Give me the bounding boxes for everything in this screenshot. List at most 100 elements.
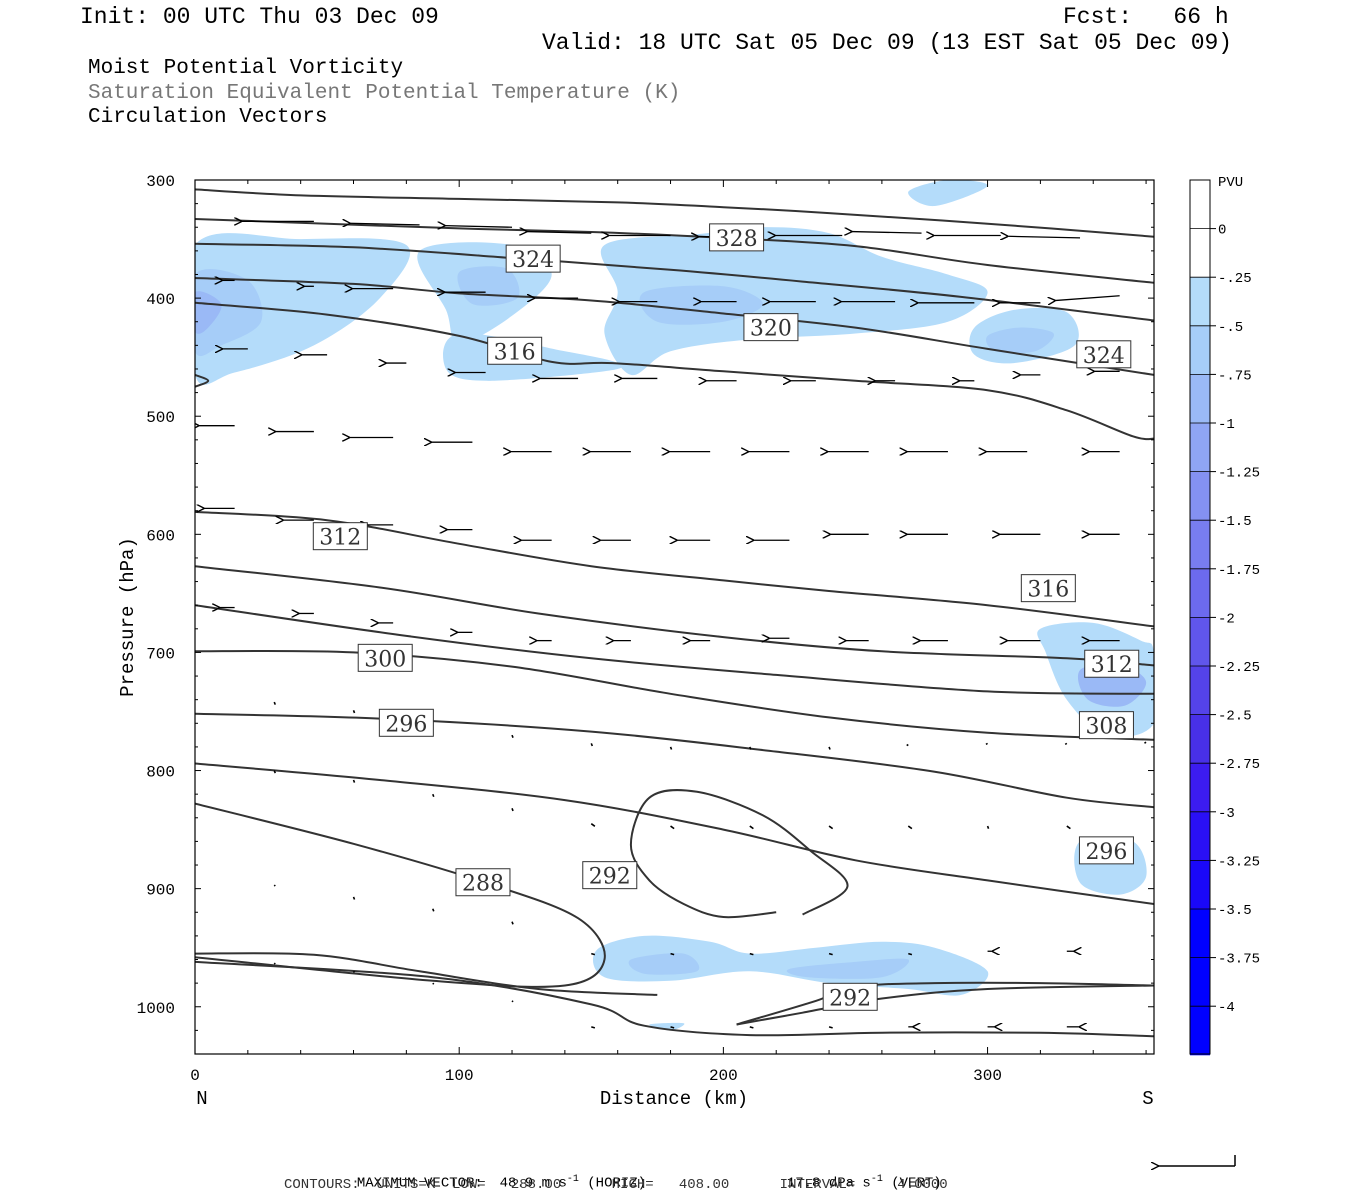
circulation-vector [590, 823, 596, 827]
circulation-vector [908, 952, 913, 956]
theta-es-contour [195, 952, 658, 996]
theta-es-contour [195, 802, 606, 988]
contour-label-box [505, 244, 561, 273]
y-tick-label: 300 [146, 173, 175, 191]
contour-label: 328 [716, 227, 758, 252]
contour-label-box [1076, 340, 1132, 369]
colorbar-swatch [1190, 423, 1210, 473]
contour-label: 296 [1085, 840, 1127, 865]
y-tick-label: 600 [146, 527, 175, 545]
contour-label-box [378, 708, 434, 737]
colorbar-swatch [1190, 714, 1210, 764]
y-tick-label: 900 [146, 882, 175, 900]
circulation-vector [1144, 741, 1147, 744]
contour-label-box [1084, 649, 1140, 678]
contour-label: 308 [1085, 715, 1127, 740]
circulation-vector [851, 232, 922, 234]
circulation-vector [273, 701, 277, 705]
colorbar-label: -.25 [1218, 271, 1252, 287]
max-vector-line: MAXIMUM VECTOR: 48.9 m s-1 (HORIZ) [340, 1158, 646, 1192]
vert-label: (VERT) [882, 1175, 942, 1192]
contour-label: 324 [1083, 344, 1125, 369]
theta-es-contour [195, 188, 1154, 238]
theta-es-contour [629, 789, 849, 919]
contour-label: 292 [829, 986, 871, 1011]
theta-es-contour [195, 277, 1154, 376]
contour-label: 300 [364, 647, 406, 672]
max-vector-vert: 17.8 dPa s [786, 1175, 871, 1192]
pv-region [195, 233, 411, 385]
y-tick-label: 500 [146, 409, 175, 427]
contour-label: 296 [385, 712, 427, 737]
circulation-vector [273, 884, 276, 887]
circulation-vector [985, 742, 988, 746]
pv-region [908, 180, 988, 207]
circulation-vector [432, 908, 435, 912]
contour-label-box [487, 336, 543, 365]
contour-label-box [709, 223, 765, 252]
contour-label-box [582, 861, 638, 890]
sup-1: -1 [566, 1174, 579, 1185]
circulation-vector [526, 232, 592, 234]
contour-label: 312 [319, 526, 361, 551]
circulation-vector [1064, 742, 1068, 746]
plot-frame [194, 179, 1155, 1055]
contour-label: 324 [512, 248, 554, 273]
south-label: S [1142, 1088, 1153, 1110]
x-axis-label: Distance (km) [600, 1088, 748, 1110]
x-tick-label: 0 [190, 1067, 200, 1085]
colorbar-title: PVU [1218, 175, 1243, 191]
contour-label: 316 [1027, 578, 1069, 603]
circulation-vector [986, 825, 990, 829]
theta-es-contour [195, 242, 1154, 322]
colorbar-label: -2.75 [1218, 757, 1260, 773]
contour-label-box [1020, 574, 1076, 603]
circulation-vector [828, 952, 833, 956]
circulation-vector [828, 1026, 833, 1029]
colorbar-swatch [1190, 471, 1210, 521]
colorbar-label: -3.75 [1218, 952, 1260, 968]
theta-es-contour [195, 960, 1154, 1038]
pv-region [195, 269, 263, 357]
circulation-vector [511, 734, 514, 738]
y-tick-label: 800 [146, 764, 175, 782]
contour-label-box [357, 643, 413, 672]
circulation-vector [591, 1026, 596, 1029]
circulation-vector [273, 770, 277, 774]
forecast-hour: Fcst: 66 h [1063, 4, 1229, 30]
colorbar-swatch [1190, 374, 1210, 424]
contour-label-box [1078, 711, 1134, 740]
colorbar-label: -2 [1218, 611, 1235, 627]
circulation-vector [511, 808, 514, 812]
contour-label-box [743, 313, 799, 342]
pv-region [195, 291, 222, 334]
colorbar-label: -.5 [1218, 320, 1243, 336]
colorbar-label: -1.75 [1218, 563, 1260, 579]
circulation-vector [1066, 825, 1071, 830]
colorbar-label: -2.5 [1218, 709, 1252, 725]
circulation-vector [432, 793, 435, 798]
horiz-label: (HORIZ) [578, 1175, 647, 1192]
title-line-1: Moist Potential Vorticity [88, 57, 404, 80]
contours-info: CONTOURS: UNITS=K LOW= 288.00 HIGH= 408.… [284, 1177, 948, 1193]
colorbar-label: -1.5 [1218, 514, 1252, 530]
circulation-vector [432, 982, 435, 985]
theta-es-contour [736, 981, 1154, 1026]
y-tick-label: 700 [146, 645, 175, 663]
circulation-vector [828, 746, 831, 750]
valid-time: Valid: 18 UTC Sat 05 Dec 09 (13 EST Sat … [542, 30, 1233, 56]
colorbar-swatch [1190, 909, 1210, 959]
sup-2: -1 [870, 1174, 883, 1185]
circulation-vector [352, 779, 356, 783]
circulation-vector [511, 1000, 514, 1003]
pv-region [986, 327, 1054, 354]
colorbar-swatch [1190, 228, 1210, 278]
pv-region [628, 953, 700, 975]
colorbar-swatch [1190, 277, 1210, 327]
colorbar-swatch [1190, 568, 1210, 618]
theta-es-contour [195, 712, 1154, 809]
colorbar-label: -3.25 [1218, 854, 1260, 870]
contour-label: 312 [1091, 653, 1133, 678]
contour-label-box [455, 868, 511, 897]
pv-region [786, 958, 910, 979]
